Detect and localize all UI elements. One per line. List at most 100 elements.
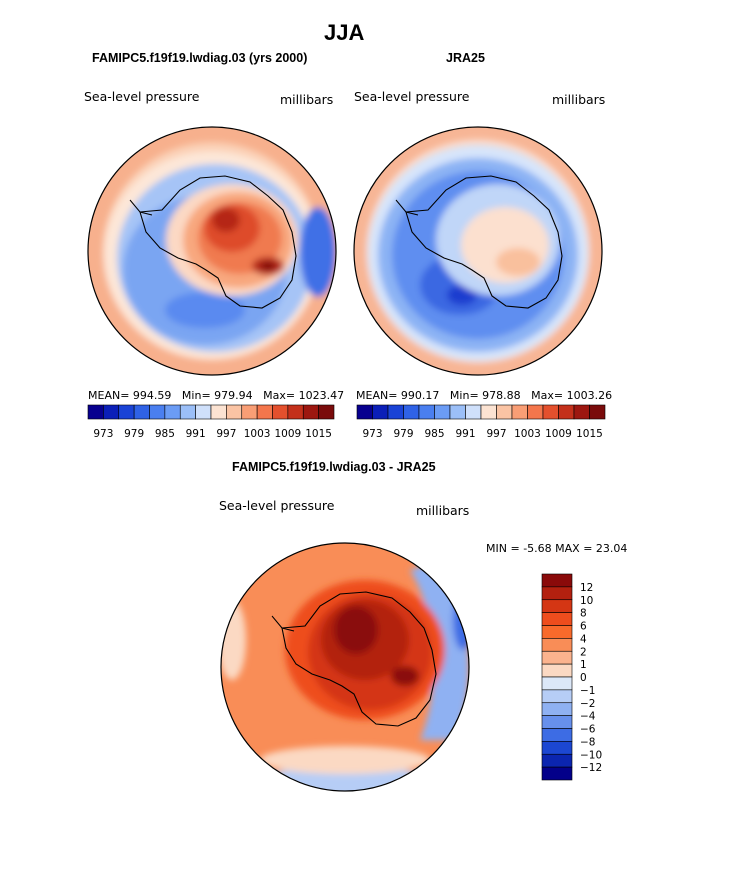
min-value: -5.68 — [523, 542, 552, 555]
panel-model-title: FAMIPC5.f19f19.lwdiag.03 (yrs 2000) — [92, 51, 308, 65]
high-4 — [212, 208, 240, 232]
colorbar-tick-label: −10 — [580, 749, 602, 761]
colorbar-box — [195, 404, 212, 420]
colorbar-tick-label: 1009 — [545, 428, 572, 440]
colorbar-tick-label: 8 — [580, 608, 587, 620]
min-value: 978.88 — [482, 389, 521, 402]
colorbar-box — [403, 404, 420, 420]
colorbar-tick-label: 991 — [186, 428, 206, 440]
colorbar-box — [434, 404, 451, 420]
panel-diff-stats: MIN = -5.68 MAX = 23.04 — [486, 542, 627, 555]
panel-obs-variable: Sea-level pressure — [354, 89, 470, 104]
colorbar-box — [103, 404, 120, 420]
colorbar-box — [418, 404, 435, 420]
colorbar-box — [272, 404, 289, 420]
colorbar-box — [149, 404, 166, 420]
colorbar-box — [133, 404, 150, 420]
colorbar-box — [511, 404, 528, 420]
colorbar-box — [179, 404, 196, 420]
panel-model-stats: MEAN= 994.59 Min= 979.94 Max= 1023.47 — [88, 389, 344, 402]
colorbar-tick-label: 1015 — [305, 428, 332, 440]
colorbar-model: 973 979 985 991 997 1003 1009 1015 — [87, 404, 335, 440]
min-label: Min= — [449, 389, 479, 402]
colorbar-box — [480, 404, 497, 420]
negative-band-south — [255, 765, 435, 791]
peninsula — [395, 199, 419, 216]
min-label: Min= — [181, 389, 211, 402]
colorbar-tick-label: 1015 — [576, 428, 603, 440]
colorbar-box — [573, 404, 590, 420]
colorbar-box — [318, 404, 335, 420]
colorbar-tick-label: 1003 — [514, 428, 541, 440]
low-south — [165, 292, 245, 328]
colorbar-box — [541, 715, 573, 729]
colorbar-box — [589, 404, 606, 420]
colorbar-box — [541, 625, 573, 639]
colorbar-box — [226, 404, 243, 420]
colorbar-tick-label: 2 — [580, 646, 587, 658]
max-value: 1023.47 — [298, 389, 345, 402]
colorbar-box — [558, 404, 575, 420]
peninsula — [271, 615, 295, 632]
colorbar-tick-label: 991 — [455, 428, 475, 440]
colorbar-box — [541, 638, 573, 652]
mean-label: MEAN= — [356, 389, 398, 402]
colorbar-box — [541, 676, 573, 691]
panel-obs-title: JRA25 — [446, 51, 485, 65]
min-label: MIN = — [486, 542, 520, 555]
colorbar-tick-label: 985 — [424, 428, 444, 440]
positive-max-2 — [391, 666, 419, 686]
panel-model-units: millibars — [280, 92, 334, 107]
colorbar-tick-label: 997 — [486, 428, 506, 440]
negative-core — [453, 590, 469, 650]
figure-title: JJA — [324, 20, 365, 45]
mean-value: 994.59 — [132, 389, 172, 402]
panel-diff-variable: Sea-level pressure — [219, 498, 335, 513]
map-obs — [354, 127, 602, 375]
max-label: Max= — [531, 389, 564, 402]
mean-label: MEAN= — [88, 389, 130, 402]
colorbar-box — [256, 404, 273, 420]
colorbar-tick-label: 997 — [216, 428, 236, 440]
colorbar-tick-label: 985 — [155, 428, 175, 440]
high-max — [261, 262, 275, 270]
max-value: 1003.26 — [566, 389, 613, 402]
colorbar-box — [541, 728, 573, 742]
map-diff-border — [220, 542, 470, 792]
colorbar-tick-label: 1 — [580, 659, 587, 671]
panel-model-variable: Sea-level pressure — [84, 89, 200, 104]
colorbar-box — [541, 650, 573, 665]
colorbar-tick-label: 1009 — [275, 428, 302, 440]
colorbar-tick-label: 4 — [580, 633, 587, 645]
colorbar-box — [465, 404, 482, 420]
colorbar-box — [541, 612, 573, 626]
colorbar-box — [210, 404, 227, 420]
colorbar-box — [527, 404, 544, 420]
colorbar-box — [302, 404, 319, 420]
colorbar-box — [496, 404, 513, 420]
colorbar-tick-label: 12 — [580, 582, 593, 594]
panel-obs-stats: MEAN= 990.17 Min= 978.88 Max= 1003.26 — [356, 389, 612, 402]
colorbar-tick-label: 973 — [93, 428, 113, 440]
panel-diff-units: millibars — [416, 503, 470, 518]
colorbar-tick-label: 979 — [124, 428, 144, 440]
colorbar-box — [541, 586, 573, 601]
max-value: 23.04 — [595, 542, 628, 555]
colorbar-tick-label: 979 — [393, 428, 413, 440]
colorbar-tick-label: 0 — [580, 672, 587, 684]
pale-west — [221, 600, 246, 680]
colorbar-tick-label: 10 — [580, 595, 593, 607]
panel-obs-units: millibars — [552, 92, 606, 107]
positive-max — [334, 606, 378, 654]
colorbar-box — [541, 663, 573, 678]
colorbar-box — [387, 404, 404, 420]
map-model-border — [87, 126, 337, 376]
colorbar-box — [372, 404, 389, 420]
colorbar-box — [356, 404, 373, 420]
high-2 — [496, 248, 540, 276]
colorbar-box — [541, 766, 573, 781]
low-min — [447, 285, 477, 305]
peninsula — [129, 199, 153, 216]
